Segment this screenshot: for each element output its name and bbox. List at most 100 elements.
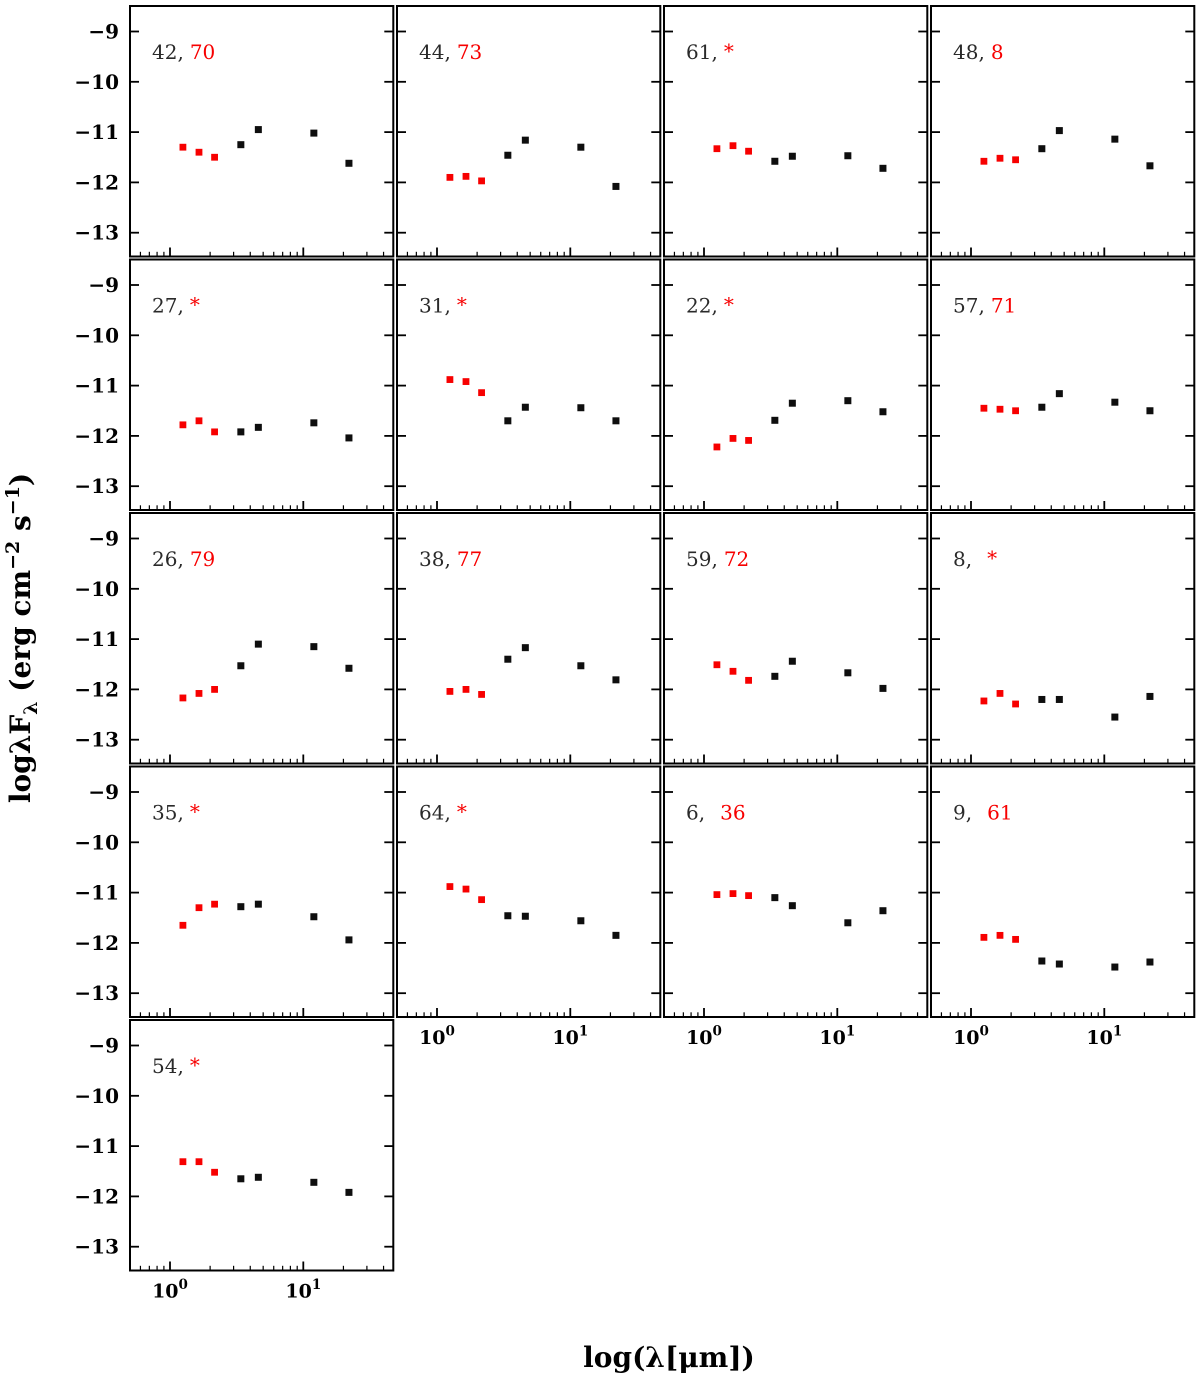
y-tick-label: −12 [74, 424, 119, 448]
data-point-red [745, 147, 752, 155]
panel-id-red: 36 [720, 801, 745, 825]
data-point-black [1055, 960, 1063, 968]
data-point-black [1146, 692, 1154, 700]
data-point-black [1038, 145, 1046, 153]
data-point-red [211, 686, 218, 693]
panel-frame [930, 765, 1196, 1018]
data-point-red [179, 921, 187, 929]
data-point-red [211, 900, 218, 908]
data-point-red [446, 376, 454, 383]
panel-id-black: 48, [953, 40, 985, 64]
data-point-red [713, 891, 721, 899]
panel-id-red: * [190, 800, 200, 824]
panel-id-red: 71 [991, 294, 1016, 318]
panel-frame [396, 512, 662, 765]
panel-id-red: * [724, 293, 734, 317]
panel-id-label: 26, 79 [152, 547, 215, 571]
panel-id-label: 59, 72 [686, 547, 749, 571]
panel-id-label: 57, 71 [953, 294, 1016, 318]
data-point-red [478, 389, 485, 397]
x-tick-label: 100 [152, 1277, 188, 1303]
sed-panel: 8, * [930, 512, 1196, 765]
data-point-black [1055, 390, 1063, 398]
panel-id-label: 48, 8 [953, 40, 1004, 64]
panel-id-red: * [724, 39, 734, 63]
y-tick-label: −10 [74, 1084, 119, 1108]
sed-panel: −9 −10 −11 −12 −13 26, 79 [74, 512, 395, 765]
data-point-black [612, 417, 620, 425]
data-point-black [771, 157, 779, 165]
data-point-red [980, 933, 988, 941]
panel-id-red: 77 [457, 547, 482, 571]
data-point-red [996, 405, 1004, 413]
data-point-black [310, 643, 318, 651]
data-point-red [729, 142, 737, 150]
data-point-black [577, 662, 585, 670]
data-point-black [521, 912, 529, 920]
panel-id-black: 57, [953, 294, 985, 318]
data-point-black [1055, 127, 1063, 135]
data-point-red [446, 173, 454, 181]
data-point-black [310, 913, 318, 921]
data-point-black [1146, 162, 1154, 170]
data-point-red [446, 883, 454, 890]
data-point-black [504, 655, 512, 663]
data-point-red [745, 892, 752, 900]
panel-id-black: 54, [152, 1054, 184, 1078]
y-tick-label: −9 [88, 780, 119, 804]
panel-frame [396, 258, 662, 511]
y-tick-label: −11 [74, 881, 119, 905]
panel-id-red: 61 [987, 801, 1012, 825]
y-tick-label: −12 [74, 677, 119, 701]
data-point-black [612, 182, 620, 190]
sed-panel: 59, 72 [663, 512, 929, 765]
data-point-black [237, 662, 245, 670]
panel-id-red: * [190, 293, 200, 317]
y-tick-label: −10 [74, 323, 119, 347]
panel-frame [396, 5, 662, 258]
panel-id-label: 61, * [686, 39, 734, 64]
data-point-red [729, 435, 737, 442]
data-point-black [504, 912, 512, 920]
panel-frame [663, 5, 929, 258]
panel-frame [129, 1019, 395, 1272]
y-tick-label: −11 [74, 374, 119, 398]
data-point-black [1038, 403, 1046, 411]
panel-id-label: 35, * [152, 800, 200, 825]
data-point-red [713, 145, 721, 153]
data-point-black [577, 143, 585, 151]
data-point-black [612, 676, 620, 684]
data-point-red [195, 417, 203, 425]
data-point-red [462, 686, 470, 693]
data-point-black [237, 1175, 245, 1183]
panel-frame [129, 765, 395, 1018]
panel-id-red: * [190, 1053, 200, 1077]
panel-id-black: 38, [419, 547, 451, 571]
panel-id-label: 6, 36 [686, 801, 746, 825]
x-tick-label: 101 [819, 1024, 855, 1050]
panel-frame [396, 765, 662, 1018]
data-point-red [1012, 700, 1019, 708]
panel-id-red: * [457, 800, 467, 824]
data-point-black [345, 936, 353, 944]
data-point-black [788, 399, 796, 407]
data-point-black [879, 164, 887, 172]
data-point-red [745, 437, 752, 444]
panel-id-red: 73 [457, 40, 482, 64]
panel-id-black: 31, [419, 294, 451, 318]
panel-id-label: 8, * [953, 546, 997, 571]
data-point-red [462, 172, 470, 180]
sed-panel: 61, * [663, 5, 929, 258]
sed-panel: 22, * [663, 258, 929, 511]
y-tick-label: −13 [74, 474, 119, 498]
panel-id-label: 31, * [419, 293, 467, 318]
y-tick-label: −11 [74, 627, 119, 651]
data-point-black [771, 416, 779, 424]
data-point-red [195, 1158, 203, 1166]
panel-id-black: 61, [686, 40, 718, 64]
data-point-black [1055, 695, 1063, 703]
sed-panel: 31, * [396, 258, 662, 511]
y-tick-label: −9 [88, 20, 119, 44]
